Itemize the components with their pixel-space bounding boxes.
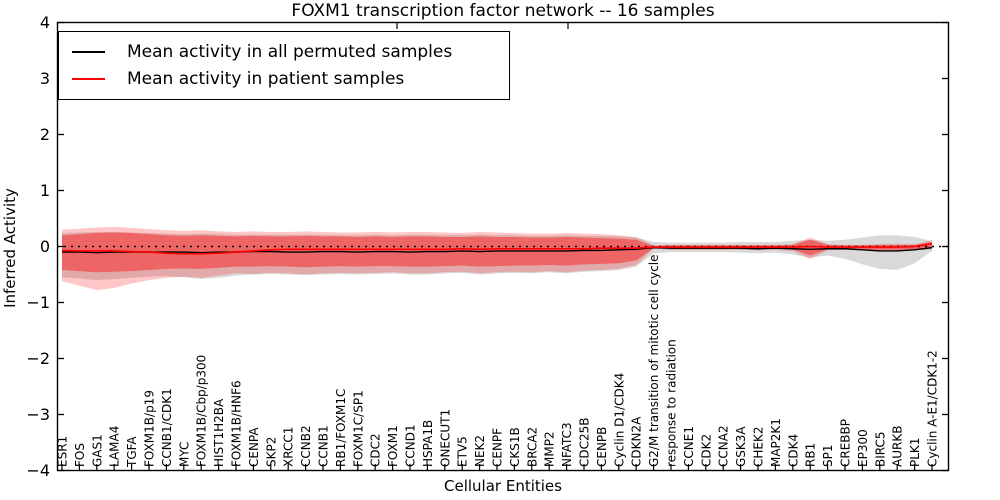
patient-mean-line (61, 242, 933, 255)
x-tick-label-gene: FOXM1 (386, 425, 400, 467)
y-tick-label: −4 (26, 461, 50, 480)
x-tick-label-gene: MYC (177, 442, 191, 467)
legend-label-patient: Mean activity in patient samples (127, 68, 405, 89)
x-axis-label: Cellular Entities (444, 477, 562, 495)
x-tick-label-gene: CREBBP (839, 419, 853, 467)
x-tick-label-gene: ETV5 (456, 436, 470, 467)
x-tick-label-gene: EP300 (856, 429, 870, 467)
x-tick-label-gene: G2/M transition of mitotic cell cycle (647, 254, 661, 467)
x-tick-label-gene: LAMA4 (108, 426, 122, 467)
y-tick-label: 2 (40, 125, 50, 144)
chart-title: FOXM1 transcription factor network -- 16… (291, 1, 715, 21)
x-tick-label-gene: BRCA2 (525, 427, 539, 467)
y-tick-label: 1 (40, 181, 50, 200)
x-tick-label-gene: PLK1 (908, 438, 922, 467)
x-tick-label-gene: FOXM1C/SP1 (351, 390, 365, 467)
x-tick-label-gene: HSPA1B (421, 420, 435, 467)
x-tick-label-gene: CKS1B (508, 427, 522, 467)
x-tick-label-gene: ONECUT1 (438, 409, 452, 467)
y-tick-label: −2 (26, 349, 50, 368)
x-tick-label-gene: FOS (73, 443, 87, 467)
x-tick-label-gene: CCNE1 (682, 426, 696, 467)
permuted-samples-range (62, 231, 932, 281)
x-tick-label-gene: CCNA2 (717, 425, 731, 467)
x-tick-label-gene: GSK3A (734, 426, 748, 467)
legend-label-permuted: Mean activity in all permuted samples (127, 41, 453, 62)
x-tick-label-gene: MAP2K1 (769, 418, 783, 467)
y-tick-label: 3 (40, 69, 50, 88)
x-tick-label-gene: RB1/FOXM1C (334, 389, 348, 467)
legend: Mean activity in all permuted samples Me… (58, 31, 510, 100)
x-tick-label-gene: ESR1 (56, 436, 70, 467)
x-tick-label-gene: BIRC5 (873, 431, 887, 467)
x-tick-label-gene: CCND1 (404, 424, 418, 467)
x-tick-label-gene: RB1 (804, 443, 818, 467)
x-tick-label-gene: NEK2 (473, 435, 487, 467)
x-tick-label-gene: CCNB2 (299, 425, 313, 467)
x-tick-label-gene: XRCC1 (282, 427, 296, 467)
x-tick-label-gene: HIST1H2BA (212, 398, 226, 467)
legend-item-permuted: Mean activity in all permuted samples (59, 38, 509, 65)
legend-item-patient: Mean activity in patient samples (59, 65, 509, 92)
x-tick-label-gene: FOXM1B/HNF6 (230, 380, 244, 467)
band-layer (62, 226, 932, 291)
permuted-line-swatch (72, 50, 105, 53)
x-tick-label-gene: CENPA (247, 427, 261, 467)
x-tick-label-gene: CENPB (595, 427, 609, 467)
x-tick-label-gene: CENPF (491, 428, 505, 467)
x-tick-label-gene: CDKN2A (630, 416, 644, 467)
x-tick-label-gene: AURKB (891, 426, 905, 467)
tick-label-layer: 4 3 2 1 0 −1 −2 −3 −4 ESR1 FOS GAS1 LAMA4 TGFA FOXM1B/… (26, 13, 939, 480)
x-tick-label-gene: GAS1 (90, 434, 104, 467)
x-tick-label-gene: NFATC3 (560, 422, 574, 467)
x-tick-label-gene: Cyclin D1/CDK4 (612, 373, 626, 467)
x-tick-label-gene: response to radiation (665, 339, 679, 467)
y-tick-label: 0 (40, 237, 50, 256)
x-tick-label-gene: TGFA (125, 436, 139, 468)
x-tick-label-gene: CCNB1 (317, 425, 331, 467)
x-tick-label-gene: CDC2 (369, 433, 383, 467)
axes-frame (56, 21, 950, 472)
mean-line-layer (61, 242, 933, 255)
permuted-mean-line (62, 246, 933, 254)
x-tick-label-gene: MMP2 (543, 431, 557, 467)
x-tick-label-gene: CDC25B (578, 418, 592, 468)
x-tick-label-gene: SKP2 (264, 437, 278, 467)
patient-samples-outer-band (62, 226, 932, 291)
x-tick-label-gene: FOXM1B/p19 (143, 390, 157, 467)
x-tick-label-gene: CCNB1/CDK1 (160, 388, 174, 467)
x-tick-label-gene: CDK4 (786, 434, 800, 467)
x-tick-label-gene: Cyclin A-E1/CDK1-2 (926, 350, 940, 467)
x-tick-label-gene: CDK2 (699, 434, 713, 467)
y-tick-label: −1 (26, 293, 50, 312)
x-tick-label-gene: FOXM1B/Cbp/p300 (195, 355, 209, 467)
patient-line-swatch (72, 77, 105, 80)
x-tick-label-gene: SP1 (821, 445, 835, 468)
patient-samples-inner-band (62, 232, 932, 273)
y-tick-label: 4 (40, 13, 50, 32)
x-tick-label-gene: CHEK2 (752, 427, 766, 468)
y-tick-label: −3 (26, 405, 50, 424)
